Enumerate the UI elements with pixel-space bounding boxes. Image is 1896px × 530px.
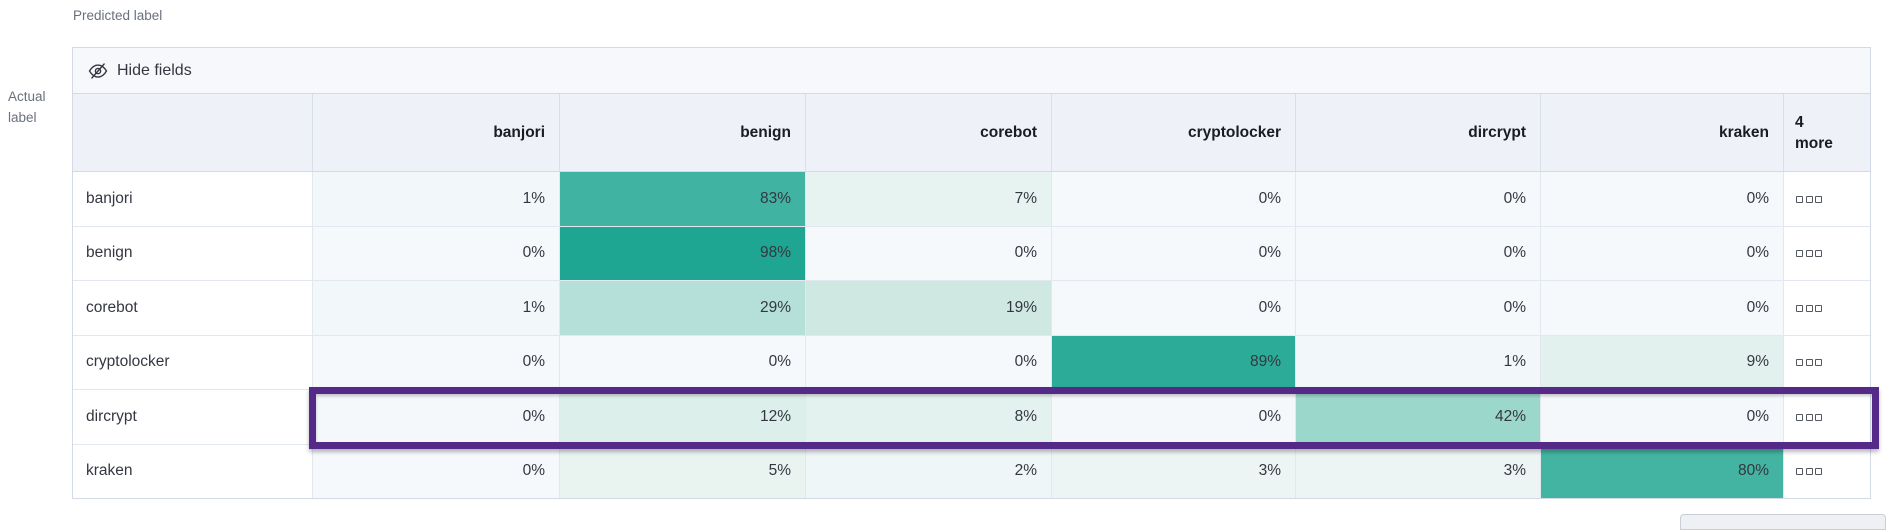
cell-cryptolocker-banjori[interactable]: 0% bbox=[313, 335, 560, 389]
cell-banjori-dircrypt[interactable]: 0% bbox=[1296, 172, 1541, 226]
cell-cryptolocker-benign[interactable]: 0% bbox=[560, 335, 806, 389]
cell-benign-corebot[interactable]: 0% bbox=[806, 226, 1052, 280]
cell-kraken-banjori[interactable]: 0% bbox=[313, 444, 560, 498]
table-row-banjori: banjori 1% 83% 7% 0% 0% 0% bbox=[73, 172, 1870, 227]
column-header-benign[interactable]: benign bbox=[560, 94, 806, 171]
cell-kraken-cryptolocker[interactable]: 3% bbox=[1052, 444, 1296, 498]
cell-corebot-dircrypt[interactable]: 0% bbox=[1296, 281, 1541, 335]
boxes-horizontal-icon bbox=[1796, 299, 1825, 317]
boxes-horizontal-icon bbox=[1796, 353, 1825, 371]
cell-kraken-dircrypt[interactable]: 3% bbox=[1296, 444, 1541, 498]
more-actions-button[interactable] bbox=[1784, 444, 1870, 498]
cell-corebot-banjori[interactable]: 1% bbox=[313, 281, 560, 335]
more-count: 4 bbox=[1795, 113, 1804, 131]
cell-dircrypt-corebot[interactable]: 8% bbox=[806, 390, 1052, 444]
cell-benign-cryptolocker[interactable]: 0% bbox=[1052, 226, 1296, 280]
actual-label: Actual label bbox=[8, 86, 60, 128]
hide-fields-label: Hide fields bbox=[117, 61, 192, 79]
boxes-horizontal-icon bbox=[1796, 190, 1825, 208]
scroll-corner-bar[interactable] bbox=[1680, 514, 1886, 530]
boxes-horizontal-icon bbox=[1796, 244, 1825, 262]
cell-benign-dircrypt[interactable]: 0% bbox=[1296, 226, 1541, 280]
boxes-horizontal-icon bbox=[1796, 408, 1825, 426]
more-actions-button[interactable] bbox=[1784, 281, 1870, 335]
column-header-dircrypt[interactable]: dircrypt bbox=[1296, 94, 1541, 171]
row-label-benign: benign bbox=[73, 226, 313, 280]
cell-cryptolocker-corebot[interactable]: 0% bbox=[806, 335, 1052, 389]
more-actions-button[interactable] bbox=[1784, 226, 1870, 280]
cell-dircrypt-dircrypt[interactable]: 42% bbox=[1296, 390, 1541, 444]
column-header-kraken[interactable]: kraken bbox=[1541, 94, 1784, 171]
table-row-dircrypt: dircrypt 0% 12% 8% 0% 42% 0% bbox=[73, 390, 1870, 445]
confusion-matrix-grid: Hide fields banjori benign corebot crypt… bbox=[72, 47, 1871, 499]
cell-cryptolocker-kraken[interactable]: 9% bbox=[1541, 335, 1784, 389]
table-row-kraken: kraken 0% 5% 2% 3% 3% 80% bbox=[73, 444, 1870, 498]
cell-banjori-benign[interactable]: 83% bbox=[560, 172, 806, 226]
table-row-cryptolocker: cryptolocker 0% 0% 0% 89% 1% 9% bbox=[73, 335, 1870, 390]
row-label-banjori: banjori bbox=[73, 172, 313, 226]
cell-dircrypt-kraken[interactable]: 0% bbox=[1541, 390, 1784, 444]
cell-banjori-kraken[interactable]: 0% bbox=[1541, 172, 1784, 226]
cell-benign-kraken[interactable]: 0% bbox=[1541, 226, 1784, 280]
row-label-cryptolocker: cryptolocker bbox=[73, 335, 313, 389]
more-actions-button[interactable] bbox=[1784, 172, 1870, 226]
more-actions-button[interactable] bbox=[1784, 335, 1870, 389]
column-header-more[interactable]: 4 more bbox=[1784, 94, 1870, 171]
cell-dircrypt-cryptolocker[interactable]: 0% bbox=[1052, 390, 1296, 444]
cell-corebot-cryptolocker[interactable]: 0% bbox=[1052, 281, 1296, 335]
column-header-cryptolocker[interactable]: cryptolocker bbox=[1052, 94, 1296, 171]
row-label-dircrypt: dircrypt bbox=[73, 390, 313, 444]
table-row-corebot: corebot 1% 29% 19% 0% 0% 0% bbox=[73, 281, 1870, 336]
predicted-label: Predicted label bbox=[73, 8, 163, 23]
column-header-banjori[interactable]: banjori bbox=[313, 94, 560, 171]
cell-corebot-benign[interactable]: 29% bbox=[560, 281, 806, 335]
cell-banjori-corebot[interactable]: 7% bbox=[806, 172, 1052, 226]
eye-closed-icon bbox=[88, 61, 108, 81]
cell-cryptolocker-dircrypt[interactable]: 1% bbox=[1296, 335, 1541, 389]
cell-kraken-kraken[interactable]: 80% bbox=[1541, 444, 1784, 498]
actual-label-line2: label bbox=[8, 110, 37, 125]
more-word: more bbox=[1795, 134, 1833, 152]
cell-dircrypt-benign[interactable]: 12% bbox=[560, 390, 806, 444]
cell-cryptolocker-cryptolocker[interactable]: 89% bbox=[1052, 335, 1296, 389]
cell-banjori-banjori[interactable]: 1% bbox=[313, 172, 560, 226]
cell-corebot-kraken[interactable]: 0% bbox=[1541, 281, 1784, 335]
cell-benign-benign[interactable]: 98% bbox=[560, 226, 806, 280]
column-header-corebot[interactable]: corebot bbox=[806, 94, 1052, 171]
boxes-horizontal-icon bbox=[1796, 462, 1825, 480]
cell-benign-banjori[interactable]: 0% bbox=[313, 226, 560, 280]
cell-corebot-corebot[interactable]: 19% bbox=[806, 281, 1052, 335]
cell-kraken-benign[interactable]: 5% bbox=[560, 444, 806, 498]
header-corner-cell bbox=[73, 94, 313, 171]
row-label-kraken: kraken bbox=[73, 444, 313, 498]
cell-dircrypt-banjori[interactable]: 0% bbox=[313, 390, 560, 444]
more-actions-button[interactable] bbox=[1784, 390, 1870, 444]
hide-fields-button[interactable]: Hide fields bbox=[73, 48, 1870, 94]
table-row-benign: benign 0% 98% 0% 0% 0% 0% bbox=[73, 226, 1870, 281]
row-label-corebot: corebot bbox=[73, 281, 313, 335]
actual-label-line1: Actual bbox=[8, 89, 46, 104]
cell-kraken-corebot[interactable]: 2% bbox=[806, 444, 1052, 498]
cell-banjori-cryptolocker[interactable]: 0% bbox=[1052, 172, 1296, 226]
header-row: banjori benign corebot cryptolocker dirc… bbox=[73, 94, 1870, 172]
